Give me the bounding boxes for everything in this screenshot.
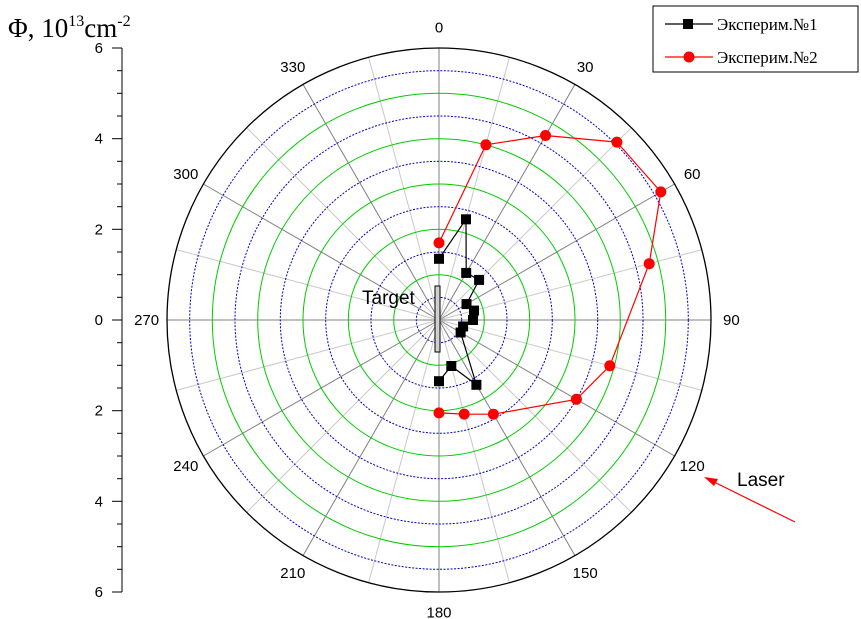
series-2-point [458, 408, 470, 420]
series-1-point [474, 274, 485, 285]
minor-ring [189, 70, 689, 570]
series-1-point [471, 379, 482, 390]
series-2-point [570, 393, 582, 405]
angle-tick-label: 120 [680, 458, 705, 475]
series-1-point [446, 361, 457, 371]
minor-ring [325, 206, 553, 434]
laser-arrow-head [704, 477, 718, 486]
series-1-point [434, 376, 444, 387]
series-1-point [461, 299, 472, 310]
series-2-point [655, 186, 667, 198]
series-2-point [540, 130, 551, 141]
series-2-point [433, 407, 445, 419]
legend-marker-series-2 [683, 51, 695, 63]
minor-ring [279, 160, 599, 480]
angle-tick-label: 330 [280, 59, 305, 76]
series-layer [433, 130, 667, 420]
series-1-point [458, 321, 469, 332]
series-2-point [604, 360, 616, 372]
laser-arrow-line [709, 479, 796, 523]
major-ring [257, 138, 621, 502]
minor-ring [370, 251, 508, 389]
series-2-point [487, 408, 499, 420]
minor-ring [234, 115, 644, 525]
y-axis-label: Φ, 1013cm-2 [8, 13, 131, 43]
angle-tick-label: 90 [723, 312, 740, 329]
series-2-point [611, 136, 623, 148]
major-ring [393, 274, 485, 366]
angle-tick-label: 150 [573, 565, 598, 582]
angle-tick-label: 210 [280, 565, 305, 582]
angle-tick-label: 240 [173, 458, 198, 475]
legend-label-series-1: Эксперим.№1 [717, 15, 818, 34]
radial-tick-label: 4 [95, 131, 103, 148]
series-1-point [461, 214, 471, 225]
series-1-point [469, 305, 479, 316]
radial-tick-label: 6 [95, 584, 103, 601]
series-1-point [455, 327, 466, 338]
series-2-point [433, 237, 445, 249]
angle-tick-label: 30 [577, 59, 594, 76]
series-1-point [461, 267, 472, 278]
legend: Эксперим.№1 Эксперим.№2 [652, 5, 859, 73]
angle-tick-label: 0 [435, 20, 443, 37]
series-2-point [480, 139, 492, 151]
legend-label-series-2: Эксперим.№2 [717, 48, 818, 67]
target-marker [434, 285, 441, 353]
outer-ring [166, 47, 712, 593]
target-label: Target [362, 288, 416, 309]
laser-label: Laser [737, 470, 785, 491]
angle-tick-label: 270 [134, 312, 159, 329]
series-2-point [643, 258, 655, 270]
major-ring [302, 183, 576, 457]
angle-tick-label: 180 [426, 604, 451, 619]
radial-tick-label: 6 [95, 40, 103, 57]
radial-tick-label: 2 [95, 221, 103, 238]
radial-axis: 0 2 2 4 4 6 6 [95, 40, 123, 601]
radial-tick-label: 2 [95, 403, 103, 420]
angle-tick-label: 300 [173, 166, 198, 183]
series-1-point [434, 253, 444, 264]
major-ring [211, 92, 667, 548]
series-1-point [468, 315, 478, 325]
legend-marker-series-1 [683, 19, 693, 29]
radial-tick-label: 0 [95, 312, 103, 329]
angle-tick-label: 60 [684, 166, 701, 183]
radial-tick-label: 4 [95, 493, 103, 510]
